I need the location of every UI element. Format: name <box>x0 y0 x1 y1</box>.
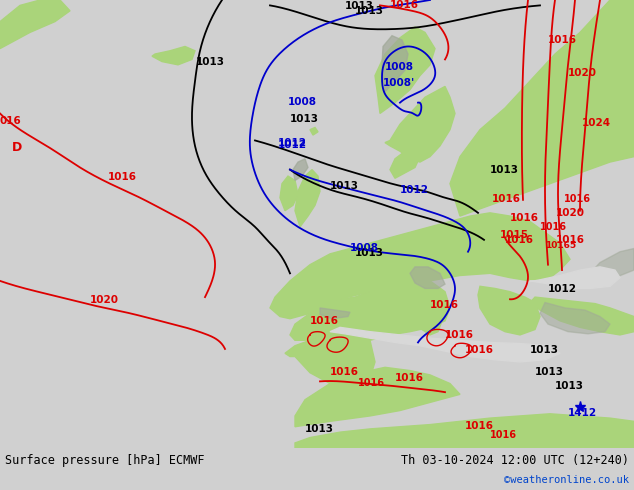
Text: 1013: 1013 <box>535 367 564 377</box>
Text: 1012: 1012 <box>548 284 577 294</box>
Text: Th 03-10-2024 12:00 UTC (12+240): Th 03-10-2024 12:00 UTC (12+240) <box>401 454 629 467</box>
Text: 1016: 1016 <box>465 421 494 431</box>
Text: 1012: 1012 <box>400 185 429 196</box>
Text: 1012: 1012 <box>278 138 307 148</box>
Polygon shape <box>280 176 298 211</box>
Text: 1013: 1013 <box>345 0 374 11</box>
Polygon shape <box>293 159 308 180</box>
Polygon shape <box>320 308 350 319</box>
Text: 1016: 1016 <box>330 367 359 377</box>
Text: 1013: 1013 <box>330 181 359 191</box>
Text: 1016: 1016 <box>445 330 474 340</box>
Polygon shape <box>410 267 445 289</box>
Text: D: D <box>12 141 22 154</box>
Text: 1008: 1008 <box>350 243 379 253</box>
Text: 1016: 1016 <box>505 235 534 245</box>
Text: 1012: 1012 <box>278 140 307 150</box>
Text: 1020: 1020 <box>90 294 119 304</box>
Text: 1013: 1013 <box>355 248 384 258</box>
Text: 1013: 1013 <box>490 165 519 175</box>
Polygon shape <box>295 170 320 227</box>
Text: 1020: 1020 <box>556 208 585 218</box>
Polygon shape <box>588 248 634 281</box>
Text: 1016: 1016 <box>358 378 385 388</box>
Text: 1013: 1013 <box>290 114 319 124</box>
Text: 1013: 1013 <box>555 381 584 391</box>
Polygon shape <box>390 148 420 178</box>
Polygon shape <box>478 286 540 335</box>
Text: 10165: 10165 <box>545 242 576 250</box>
Text: ©weatheronline.co.uk: ©weatheronline.co.uk <box>504 475 629 485</box>
Polygon shape <box>528 267 620 289</box>
Text: 1016: 1016 <box>492 194 521 204</box>
Text: 1016: 1016 <box>430 300 459 310</box>
Polygon shape <box>152 47 195 65</box>
Polygon shape <box>382 36 408 92</box>
Polygon shape <box>295 414 634 448</box>
Text: 1008: 1008 <box>385 62 414 72</box>
Polygon shape <box>530 297 634 335</box>
Polygon shape <box>290 275 450 341</box>
Text: 1016: 1016 <box>548 35 577 45</box>
Text: 1016: 1016 <box>390 0 419 10</box>
Text: 016: 016 <box>0 116 22 126</box>
Text: 1008: 1008 <box>288 97 317 107</box>
Text: 1015: 1015 <box>500 230 529 240</box>
Text: 1013: 1013 <box>355 6 384 16</box>
Polygon shape <box>416 289 442 335</box>
Text: 1020: 1020 <box>568 68 597 77</box>
Text: 1016: 1016 <box>490 430 517 440</box>
Text: 1016: 1016 <box>465 345 494 355</box>
Polygon shape <box>330 327 560 362</box>
Polygon shape <box>375 27 435 114</box>
Polygon shape <box>310 127 318 135</box>
Polygon shape <box>295 368 460 427</box>
Text: 1013: 1013 <box>195 57 224 67</box>
Polygon shape <box>450 0 634 216</box>
Text: 1008': 1008' <box>383 78 415 88</box>
Text: 1016: 1016 <box>310 316 339 326</box>
Text: 1016: 1016 <box>510 214 539 223</box>
Text: 1016: 1016 <box>395 373 424 383</box>
Text: 1016: 1016 <box>540 222 567 232</box>
Polygon shape <box>385 86 455 162</box>
Text: 1412: 1412 <box>568 408 597 418</box>
Text: Surface pressure [hPa] ECMWF: Surface pressure [hPa] ECMWF <box>5 454 205 467</box>
Polygon shape <box>0 0 70 49</box>
Text: 1013: 1013 <box>305 424 334 434</box>
Text: 1013: 1013 <box>530 345 559 355</box>
Text: 1024: 1024 <box>582 119 611 128</box>
Text: 1016: 1016 <box>556 235 585 245</box>
Text: 1016: 1016 <box>564 194 591 204</box>
Polygon shape <box>540 302 610 334</box>
Polygon shape <box>285 324 375 386</box>
Text: 1016: 1016 <box>108 172 137 182</box>
Polygon shape <box>270 213 570 318</box>
